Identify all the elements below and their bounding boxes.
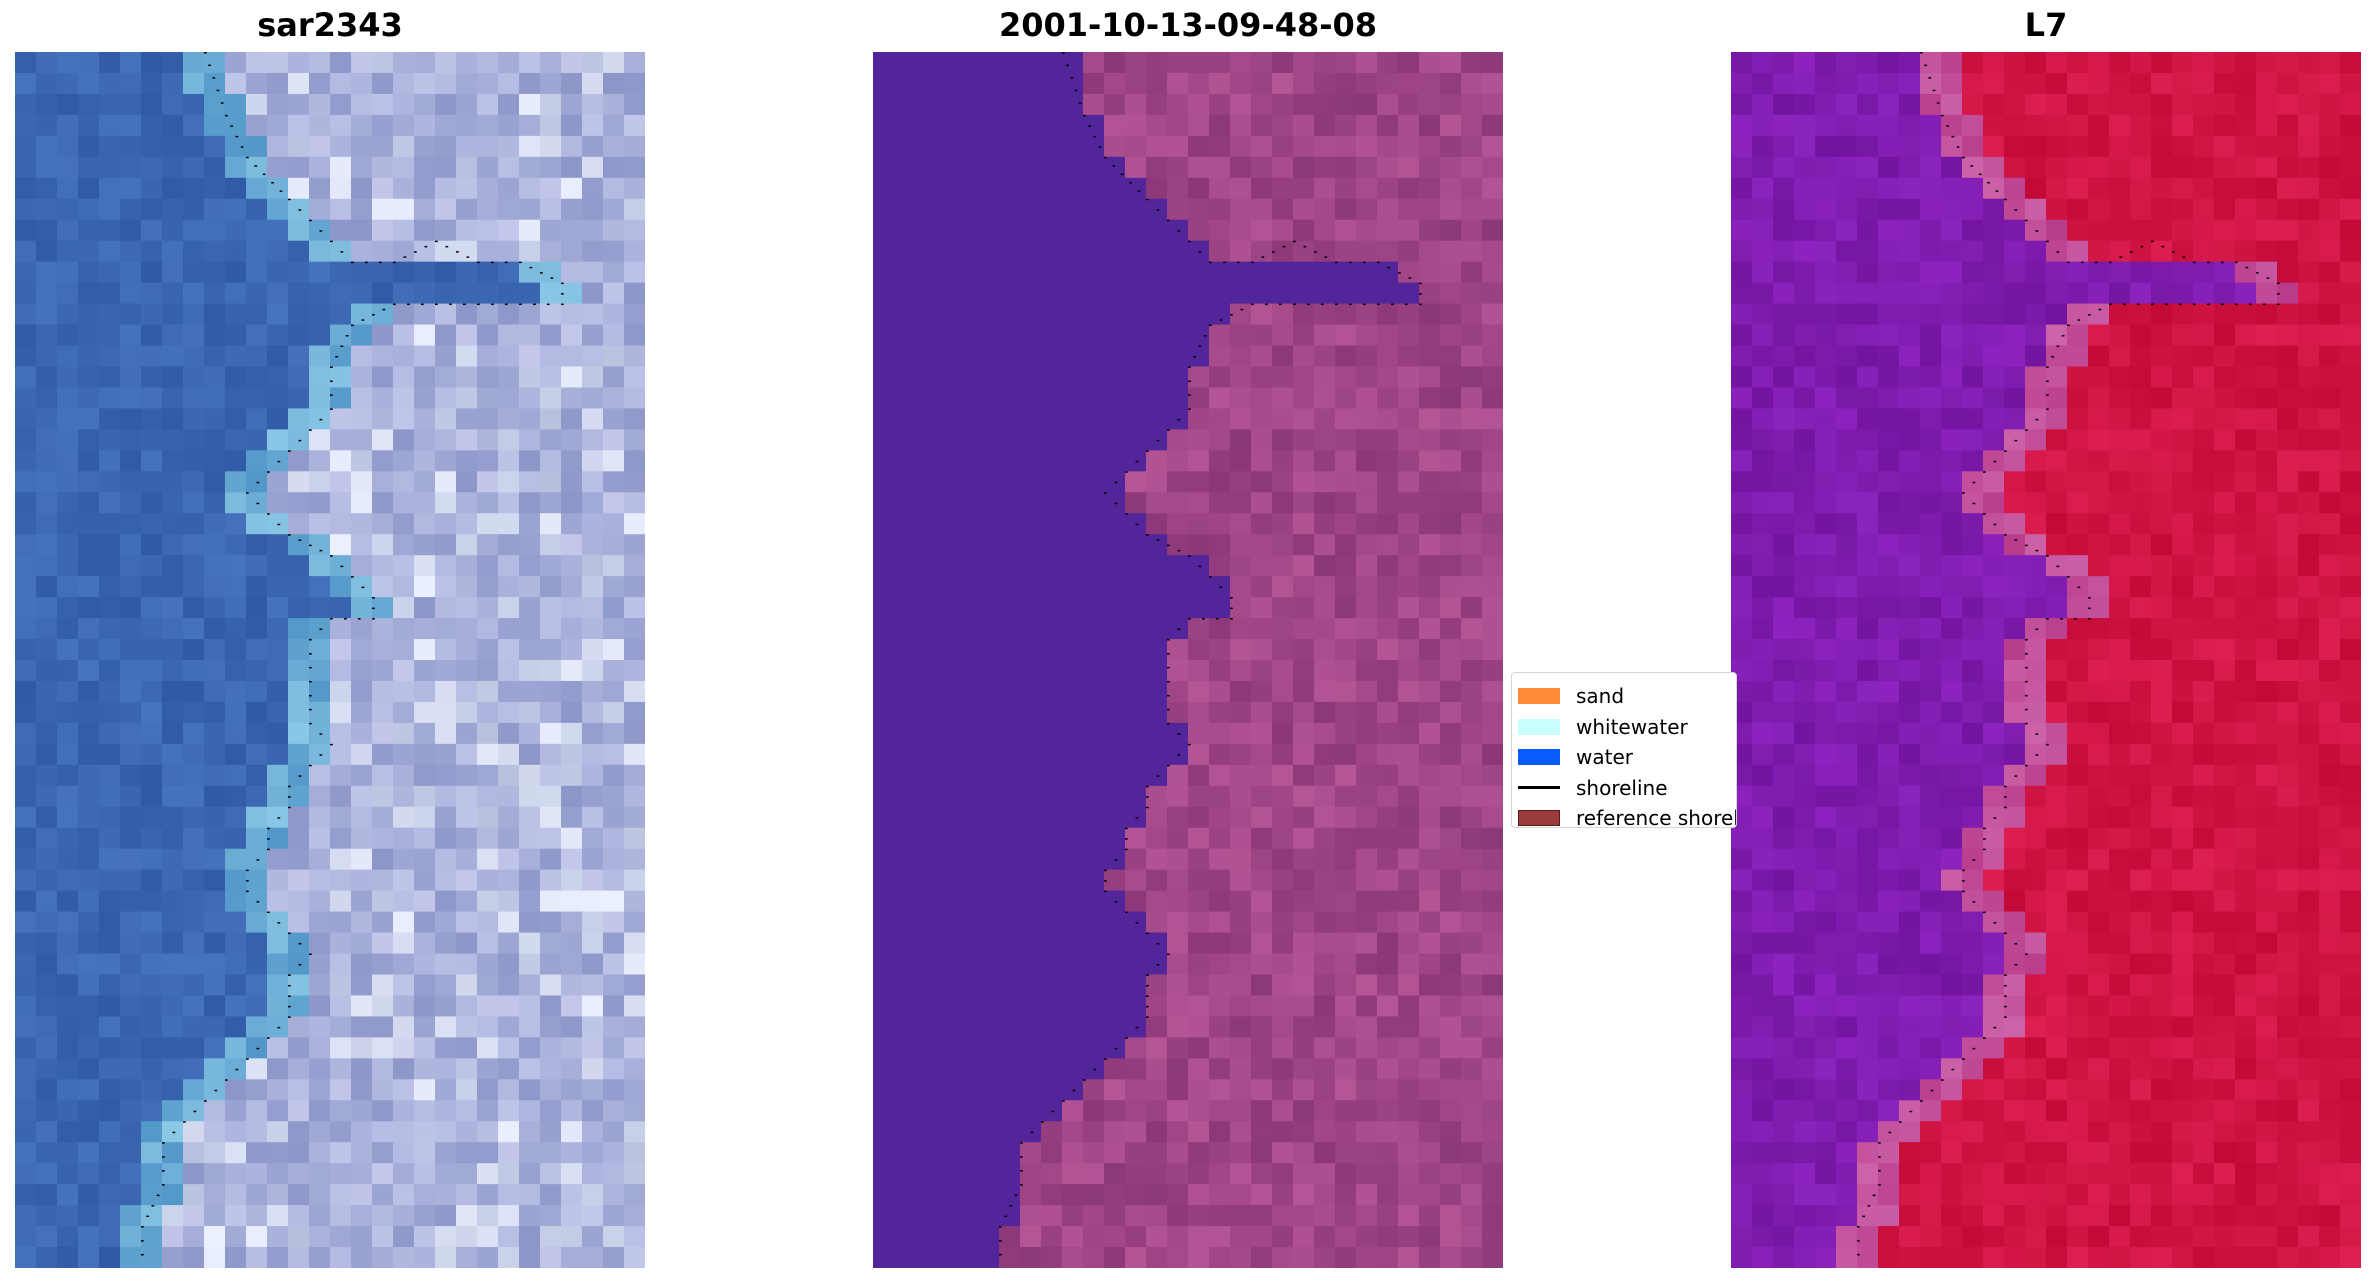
legend-label-shoreline: shoreline <box>1576 775 1668 800</box>
legend-item-water: water <box>1518 742 1736 773</box>
legend-item-whitewater: whitewater <box>1518 712 1736 743</box>
legend: sand whitewater water shoreline referenc… <box>1511 672 1737 828</box>
legend-swatch-whitewater <box>1518 718 1560 735</box>
rgb-image <box>15 52 645 1268</box>
legend-label-water: water <box>1576 745 1633 770</box>
legend-swatch-water <box>1518 749 1560 766</box>
legend-label-whitewater: whitewater <box>1576 714 1688 739</box>
classified-image <box>873 52 1503 1268</box>
legend-item-shoreline: shoreline <box>1518 773 1736 804</box>
legend-item-sand: sand <box>1518 681 1736 712</box>
legend-line-shoreline <box>1518 786 1560 790</box>
legend-swatch-reference-shoreline <box>1518 810 1560 827</box>
panel-title-classified: 2001-10-13-09-48-08 <box>998 6 1378 44</box>
classified-image-panel <box>873 52 1503 1268</box>
legend-swatch-sand <box>1518 688 1560 705</box>
legend-label-reference-shoreline: reference shoreline <box>1576 806 1736 828</box>
panel-title-mndwi: L7 <box>2024 6 2068 44</box>
rgb-image-panel <box>15 52 645 1268</box>
panel-title-rgb: sar2343 <box>257 6 403 44</box>
legend-label-sand: sand <box>1576 684 1625 709</box>
mndwi-image-panel <box>1731 52 2361 1268</box>
legend-item-reference-shoreline: reference shoreline <box>1518 803 1736 828</box>
mndwi-image <box>1731 52 2361 1268</box>
